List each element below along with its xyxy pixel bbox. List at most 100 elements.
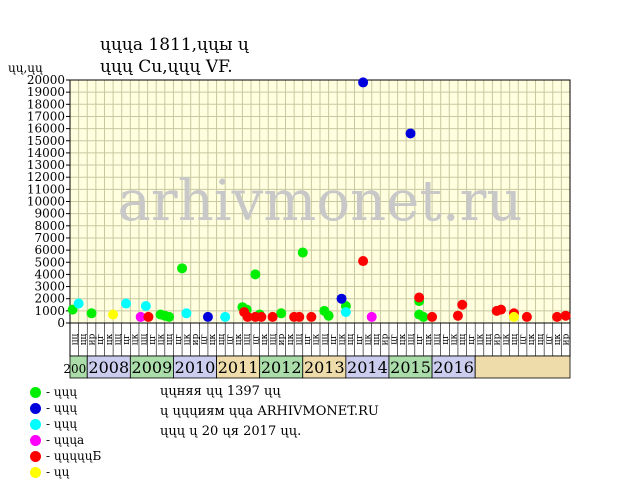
data-point: [121, 298, 132, 309]
legend-item: - ųųų: [30, 400, 101, 416]
footer-line2: ų ųųųиям ųųа ARHIVMONET.RU: [160, 404, 379, 419]
legend-marker: [30, 418, 41, 430]
year-label: 2007: [63, 362, 94, 376]
legend-item: - ųų: [30, 464, 101, 480]
year-label: 2010: [175, 358, 216, 377]
month-label: цц: [372, 334, 382, 346]
month-label: цц: [320, 334, 330, 346]
month-label: цк: [398, 333, 408, 345]
month-label: цк: [363, 333, 373, 345]
month-label: ир: [88, 333, 98, 345]
chart-title-line1: ųųųа 1811,ųųы ų: [100, 35, 249, 55]
data-point: [181, 308, 192, 319]
chart-title-line2: ųųų Cu,ųųų VF.: [100, 57, 233, 77]
data-point: [457, 299, 468, 310]
month-label: цк: [450, 333, 460, 345]
data-point: [405, 128, 416, 139]
legend-item: - ųųųųųБ: [30, 448, 101, 464]
month-label: цк: [527, 333, 537, 345]
month-label: цц: [165, 334, 175, 346]
legend: - ųųų - ųųų - ųųų - ųųųа - ųųųųųБ - ųų: [30, 384, 101, 480]
month-label: цг: [415, 334, 425, 345]
data-point: [297, 247, 308, 258]
month-label: цг: [467, 334, 477, 345]
data-point: [496, 304, 507, 315]
month-label: цк: [208, 333, 218, 345]
year-label: 2016: [433, 358, 474, 377]
year-label: 2012: [261, 358, 302, 377]
month-label: ир: [493, 333, 503, 345]
month-label: цц: [432, 334, 442, 346]
y-tick-label: 0: [57, 316, 65, 330]
month-label: цц: [458, 334, 468, 346]
month-label: цг: [389, 334, 399, 345]
month-label: цц: [79, 334, 89, 346]
month-label: цг: [200, 334, 210, 345]
month-label: цг: [148, 334, 158, 345]
month-label: цк: [157, 333, 167, 345]
month-label: цг: [225, 334, 235, 345]
y-tick-label: 10000: [27, 195, 65, 209]
year-label: 2009: [132, 358, 173, 377]
legend-label: - ųųų: [46, 401, 78, 415]
month-label: ир: [191, 333, 201, 345]
data-point: [323, 310, 334, 321]
month-label: цк: [286, 333, 296, 345]
y-tick-label: 18000: [27, 97, 65, 111]
y-tick-label: 12000: [27, 170, 65, 184]
data-point: [202, 311, 213, 322]
month-label: цг: [355, 334, 365, 345]
month-label: цг: [544, 334, 554, 345]
month-label: цг: [441, 334, 451, 345]
data-point: [135, 311, 146, 322]
y-tick-label: 19000: [27, 85, 65, 99]
month-label: цк: [182, 333, 192, 345]
legend-label: - ųų: [46, 465, 70, 479]
month-label: цк: [131, 333, 141, 345]
legend-marker: [30, 450, 41, 462]
data-point: [521, 311, 532, 322]
month-label: цц: [243, 334, 253, 346]
month-label: цц: [217, 334, 227, 346]
month-label: цк: [424, 333, 434, 345]
y-tick-label: 11000: [27, 182, 65, 196]
y-tick-label: 7000: [34, 231, 65, 245]
year-label: 2008: [88, 358, 129, 377]
data-point: [108, 309, 119, 320]
data-point: [366, 311, 377, 322]
month-label: цц: [139, 334, 149, 346]
data-point: [508, 311, 519, 322]
data-point: [177, 263, 188, 274]
y-tick-label: 8000: [34, 219, 65, 233]
data-point: [358, 77, 369, 88]
month-label: цц: [510, 334, 520, 346]
legend-marker: [30, 466, 41, 478]
data-point: [414, 309, 425, 320]
watermark: arhivmonet.ru: [118, 169, 523, 234]
data-point: [140, 300, 151, 311]
y-tick-label: 15000: [27, 134, 65, 148]
data-point: [336, 293, 347, 304]
data-point: [267, 311, 278, 322]
year-cell: [474, 355, 571, 379]
data-point: [164, 311, 175, 322]
data-point: [427, 311, 438, 322]
footer-line1: ųųняя ųų 1397 ųų: [160, 384, 281, 399]
y-tick-label: 1000: [34, 304, 65, 318]
data-point: [256, 311, 267, 322]
data-point: [560, 310, 571, 321]
month-label: цг: [303, 334, 313, 345]
legend-label: - ųųų: [46, 385, 78, 399]
legend-label: - ųųųųųБ: [46, 449, 102, 463]
data-point: [220, 311, 231, 322]
data-point: [452, 310, 463, 321]
legend-item: - ųųų: [30, 416, 101, 432]
month-label: цк: [312, 333, 322, 345]
month-label: ир: [277, 333, 287, 345]
footer-info: ųųняя ųų 1397 ųų ų ųųųиям ųųа ARHIVMONET…: [160, 382, 379, 442]
month-label: цк: [501, 333, 511, 345]
data-point: [143, 311, 154, 322]
y-tick-label: 14000: [27, 146, 65, 160]
y-tick-label: 20000: [27, 73, 65, 87]
